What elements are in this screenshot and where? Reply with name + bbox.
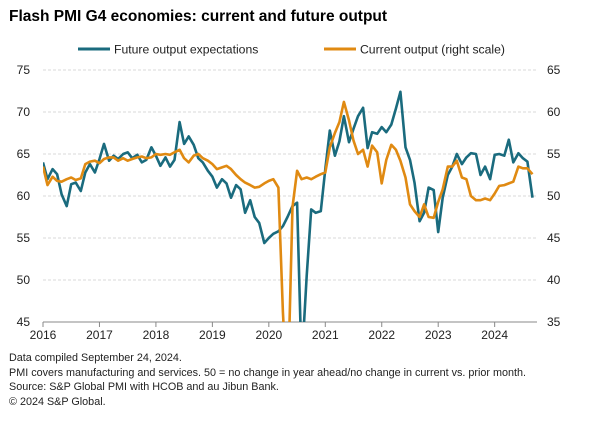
note-description: PMI covers manufacturing and services. 5… [9,366,527,379]
note-copyright: © 2024 S&P Global. [9,395,106,408]
y-right-tick-label: 55 [547,147,561,161]
y-right-tick-label: 50 [547,189,561,203]
x-tick-label: 2016 [30,328,57,342]
y-left-tick-label: 50 [17,273,31,287]
x-tick-label: 2017 [86,328,113,342]
note-date: Data compiled September 24, 2024. [9,352,182,364]
x-tick-label: 2021 [312,328,339,342]
y-left-tick-label: 55 [17,231,31,245]
legend-label: Future output expectations [114,43,258,57]
series-future-output-line [43,90,534,322]
y-left-tick-label: 70 [17,105,31,119]
y-right-tick-label: 35 [547,315,561,329]
y-right-tick-label: 45 [547,231,561,245]
x-tick-label: 2023 [425,328,452,342]
legend-label: Current output (right scale) [360,43,505,57]
note-source: Source: S&P Global PMI with HCOB and au … [9,381,279,394]
y-right-tick-label: 65 [547,63,561,77]
y-left-tick-label: 65 [17,147,31,161]
x-tick-label: 2018 [143,328,170,342]
legend: Future output expectations Current output… [78,43,505,57]
x-tick-label: 2019 [199,328,226,342]
grid-layer [43,69,537,281]
chart-title: Flash PMI G4 economies: current and futu… [9,8,388,25]
x-tick-label: 2024 [481,328,508,342]
series-current-output-line [43,100,534,322]
y-left-tick-label: 60 [17,189,31,203]
x-tick-label: 2022 [368,328,395,342]
axis-layer: 45 50 55 60 65 70 75 35 40 45 50 55 60 65 2016 2017 2018… [17,63,561,342]
y-left-tick-label: 75 [17,63,31,77]
y-right-tick-label: 40 [547,273,561,287]
series-layer [43,90,534,322]
y-right-tick-label: 60 [547,105,561,119]
chart-notes: Data compiled September 24, 2024. PMI co… [9,351,526,409]
y-left-tick-label: 45 [17,315,31,329]
x-tick-label: 2020 [255,328,282,342]
